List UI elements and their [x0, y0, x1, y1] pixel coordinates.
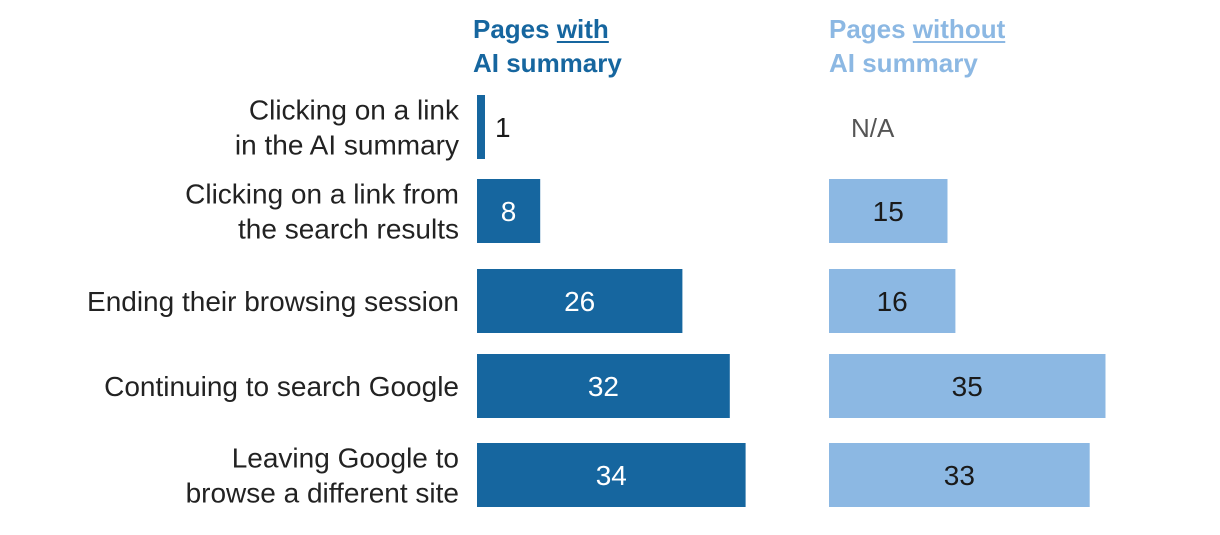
bar-with-ai-summary [477, 269, 683, 333]
category-label: in the AI summary [235, 130, 459, 161]
bar-with-ai-summary [477, 354, 730, 418]
bar-without-ai-summary [829, 443, 1090, 507]
data-label: 15 [873, 196, 904, 227]
data-label: 26 [564, 286, 595, 317]
header-with-ai-summary: Pages with AI summary [473, 12, 622, 80]
data-label: 1 [495, 112, 511, 143]
bar-with-ai-summary [477, 443, 746, 507]
category-label: Leaving Google to [232, 443, 459, 474]
header-without-prefix: Pages [829, 14, 913, 44]
header-with-prefix: Pages [473, 14, 557, 44]
category-label: Continuing to search Google [104, 371, 459, 402]
header-with-line2: AI summary [473, 48, 622, 78]
na-label: N/A [851, 113, 895, 143]
data-label: 16 [877, 286, 908, 317]
category-label: Ending their browsing session [87, 286, 459, 317]
header-without-ai-summary: Pages without AI summary [829, 12, 1005, 80]
data-label: 33 [944, 460, 975, 491]
category-label: the search results [238, 214, 459, 245]
header-without-line2: AI summary [829, 48, 978, 78]
category-label: browse a different site [186, 478, 459, 509]
header-with-emph: with [556, 14, 609, 44]
category-label: Clicking on a link from [185, 179, 459, 210]
bar-without-ai-summary [829, 269, 956, 333]
bar-with-ai-summary [477, 179, 541, 243]
data-label: 8 [501, 196, 517, 227]
data-label: 35 [952, 371, 983, 402]
data-label: 34 [596, 460, 627, 491]
bar-with-ai-summary [477, 95, 485, 159]
bar-without-ai-summary [829, 354, 1106, 418]
bar-without-ai-summary [829, 179, 948, 243]
header-without-emph: without [912, 14, 1006, 44]
data-label: 32 [588, 371, 619, 402]
category-label: Clicking on a link [249, 95, 460, 126]
